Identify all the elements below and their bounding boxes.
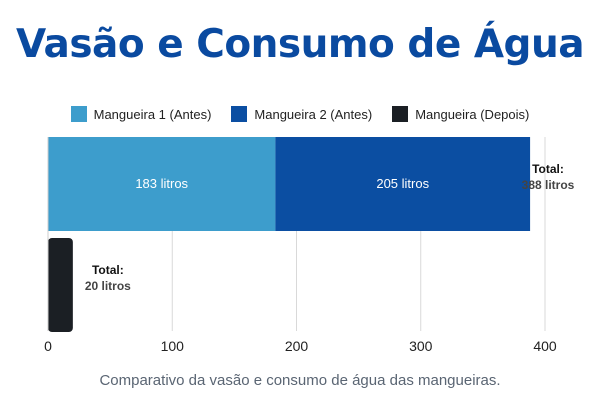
total-heading-row-0: Total: xyxy=(532,162,564,176)
x-tick-label-200: 200 xyxy=(285,338,309,354)
legend-label-mangueira-2: Mangueira 2 (Antes) xyxy=(254,106,373,122)
bar-series-1-row-0 xyxy=(275,137,531,231)
bar-data-label-series-1-row-0: 205 litros xyxy=(376,176,429,191)
legend-swatch-mangueira-depois xyxy=(392,106,409,122)
x-tick-label-300: 300 xyxy=(409,338,433,354)
legend-swatch-mangueira-1 xyxy=(70,106,87,122)
bar-data-label-series-0-row-0: 183 litros xyxy=(135,176,188,191)
x-tick-label-400: 400 xyxy=(533,338,557,354)
legend-item-mangueira-2: Mangueira 2 (Antes) xyxy=(231,106,372,122)
bar-series-0-row-0 xyxy=(48,137,276,231)
chart-caption: Comparativo da vasão e consumo de água d… xyxy=(99,372,501,389)
total-heading-row-1: Total: xyxy=(92,263,124,277)
total-value-row-1: 20 litros xyxy=(85,279,131,293)
total-value-row-0: 388 litros xyxy=(522,178,575,192)
legend-item-mangueira-depois: Mangueira (Depois) xyxy=(392,106,529,122)
x-tick-label-0: 0 xyxy=(44,338,52,354)
legend-swatch-mangueira-2 xyxy=(231,106,248,122)
legend-label-mangueira-depois: Mangueira (Depois) xyxy=(415,106,530,122)
legend-label-mangueira-1: Mangueira 1 (Antes) xyxy=(93,106,212,122)
legend-item-mangueira-1: Mangueira 1 (Antes) xyxy=(70,106,212,122)
chart-legend: Mangueira 1 (Antes) Mangueira 2 (Antes) … xyxy=(0,106,600,122)
bar-series-2-row-1 xyxy=(48,238,73,332)
chart-title: Vasão e Consumo de Água xyxy=(15,22,585,67)
x-tick-label-100: 100 xyxy=(161,338,185,354)
